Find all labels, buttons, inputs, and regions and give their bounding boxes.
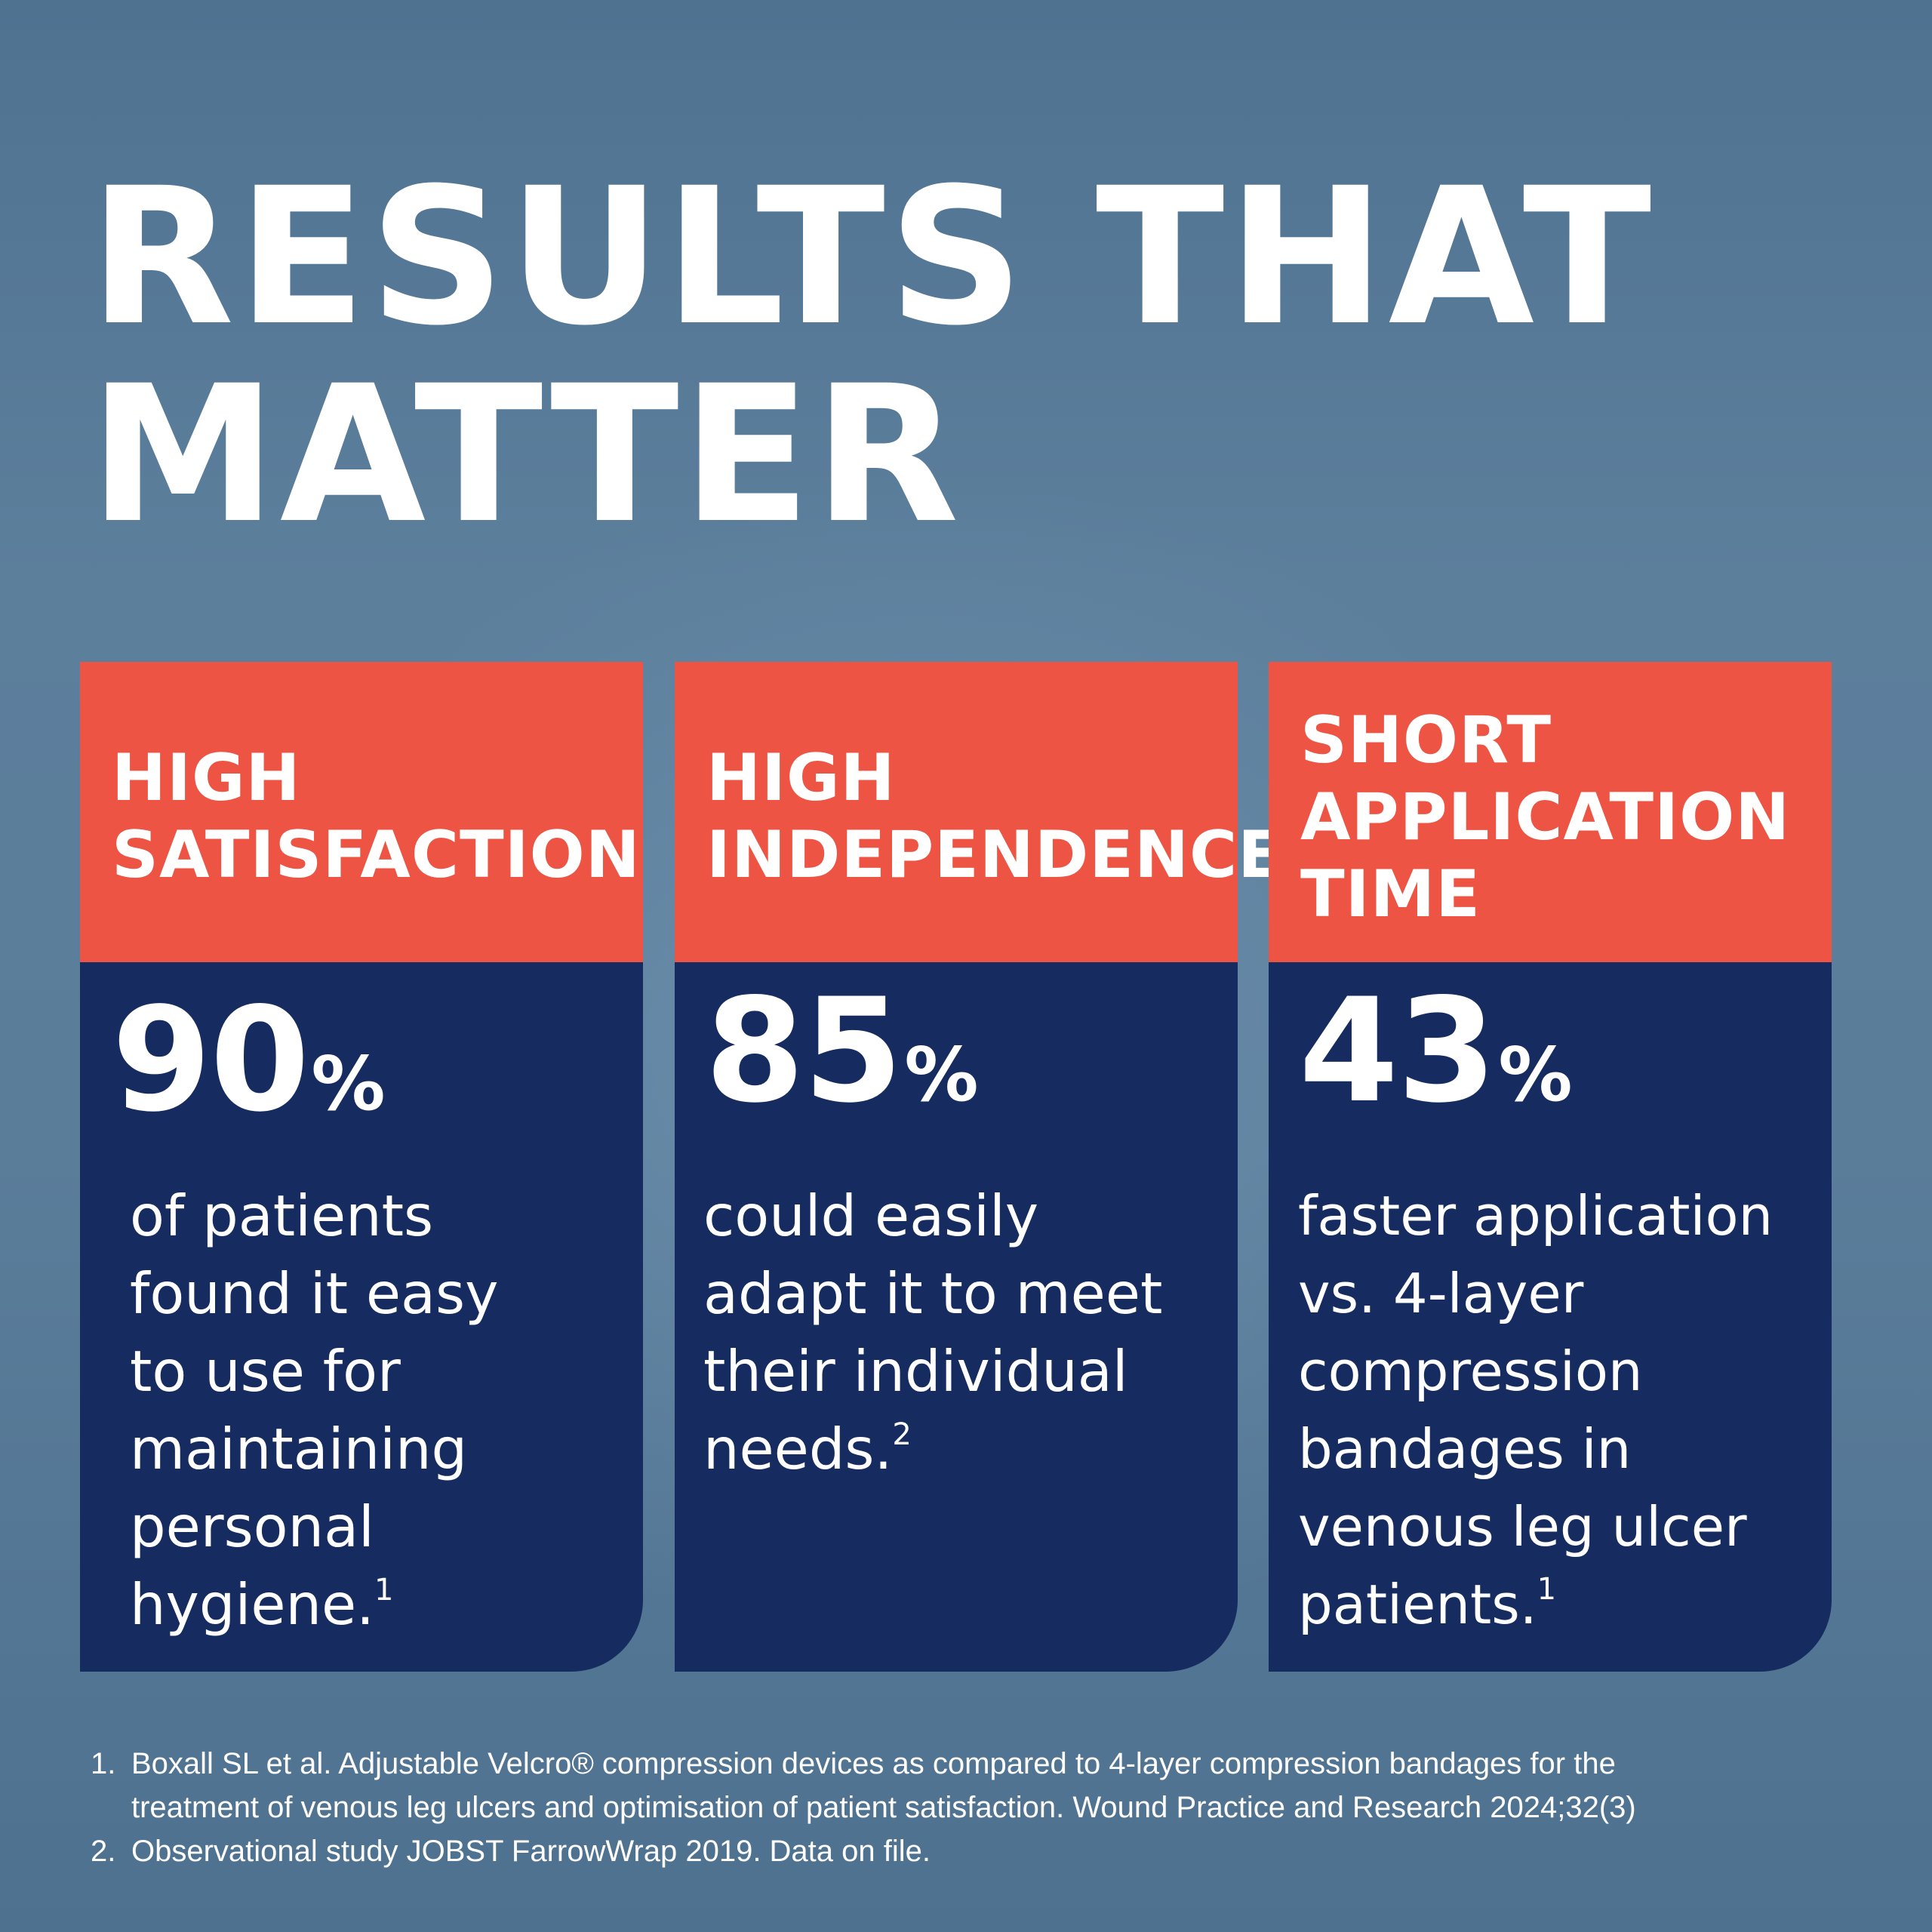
footnote-number: 1. [91,1747,116,1780]
stat-unit: % [904,1032,979,1118]
stat-description-application-time: faster application vs. 4-layer compressi… [1298,1177,1773,1644]
footnote-line: Boxall SL et al. Adjustable Velcro® comp… [131,1747,1616,1780]
description-line: faster application [1298,1184,1774,1247]
stat-unit: % [1498,1032,1573,1118]
footnote-1: 1. Boxall SL et al. Adjustable Velcro® c… [91,1742,1887,1829]
card-header [675,662,1238,962]
page-headline: RESULTS THAT MATTER [89,147,1655,565]
card-title-line: SATISFACTION [112,817,641,893]
description-text: patients. [1298,1573,1537,1636]
description-line: adapt it to meet [703,1260,1163,1327]
card-title-line: SHORT [1300,703,1552,778]
description-line: vs. 4-layer [1298,1262,1584,1325]
card-title-line: HIGH [112,740,301,816]
description-text: needs. [703,1416,893,1482]
description-line: maintaining [130,1416,468,1482]
stat-description-independence: could easily adapt it to meet their indi… [703,1177,1162,1488]
description-line: of patients [130,1183,434,1249]
description-line: personal [130,1494,374,1560]
footnote-reference: 2 [892,1417,912,1452]
card-body [675,962,1238,1672]
footnote-2: 2. Observational study JOBST FarrowWrap … [91,1829,1887,1873]
description-line: bandages in [1298,1417,1632,1481]
stat-card-application-time [1269,662,1832,1672]
headline-line-1: RESULTS THAT [89,147,1655,367]
card-title-line: HIGH [706,740,896,816]
card-title-line: APPLICATION [1300,780,1791,855]
description-line: could easily [703,1183,1039,1249]
footnote-reference: 1 [1537,1572,1557,1607]
stat-value-application-time: 43% [1299,980,1573,1123]
card-title-satisfaction: HIGH SATISFACTION [112,740,641,894]
description-line: to use for [130,1338,401,1404]
footnotes: 1. Boxall SL et al. Adjustable Velcro® c… [91,1742,1887,1873]
stat-description-satisfaction: of patients found it easy to use for mai… [130,1177,498,1644]
card-body [1269,962,1832,1672]
footnote-text: Boxall SL et al. Adjustable Velcro® comp… [131,1742,1887,1829]
card-title-line: TIME [1300,857,1481,932]
description-text: hygiene. [130,1571,375,1638]
stat-number: 85 [705,968,903,1134]
stat-number: 90 [112,977,309,1143]
card-header [80,662,643,962]
stat-value-independence: 85% [705,980,979,1123]
description-line: needs.2 [703,1411,1162,1488]
footnote-reference: 1 [374,1573,394,1607]
description-line: hygiene.1 [130,1566,498,1644]
description-line: compression [1298,1340,1643,1403]
stat-value-satisfaction: 90% [112,989,386,1132]
description-line: found it easy [130,1260,499,1327]
footnote-number: 2. [91,1835,116,1868]
card-title-application-time: SHORT APPLICATION TIME [1300,702,1790,933]
card-body [80,962,643,1672]
description-line: their individual [703,1338,1128,1404]
footnote-line: Observational study JOBST FarrowWrap 201… [131,1835,931,1868]
stat-card-independence [675,662,1238,1672]
card-header [1269,662,1832,962]
card-title-line: INDEPENDENCE [706,817,1283,893]
card-title-independence: HIGH INDEPENDENCE [706,740,1283,894]
headline-line-2: MATTER [89,345,962,565]
footnote-text: Observational study JOBST FarrowWrap 201… [131,1829,1887,1873]
stat-unit: % [311,1041,386,1128]
description-line: patients.1 [1298,1566,1773,1644]
footnote-line: treatment of venous leg ulcers and optim… [131,1791,1636,1824]
stat-number: 43 [1299,968,1497,1134]
description-line: venous leg ulcer [1298,1495,1747,1558]
stat-card-satisfaction [80,662,643,1672]
